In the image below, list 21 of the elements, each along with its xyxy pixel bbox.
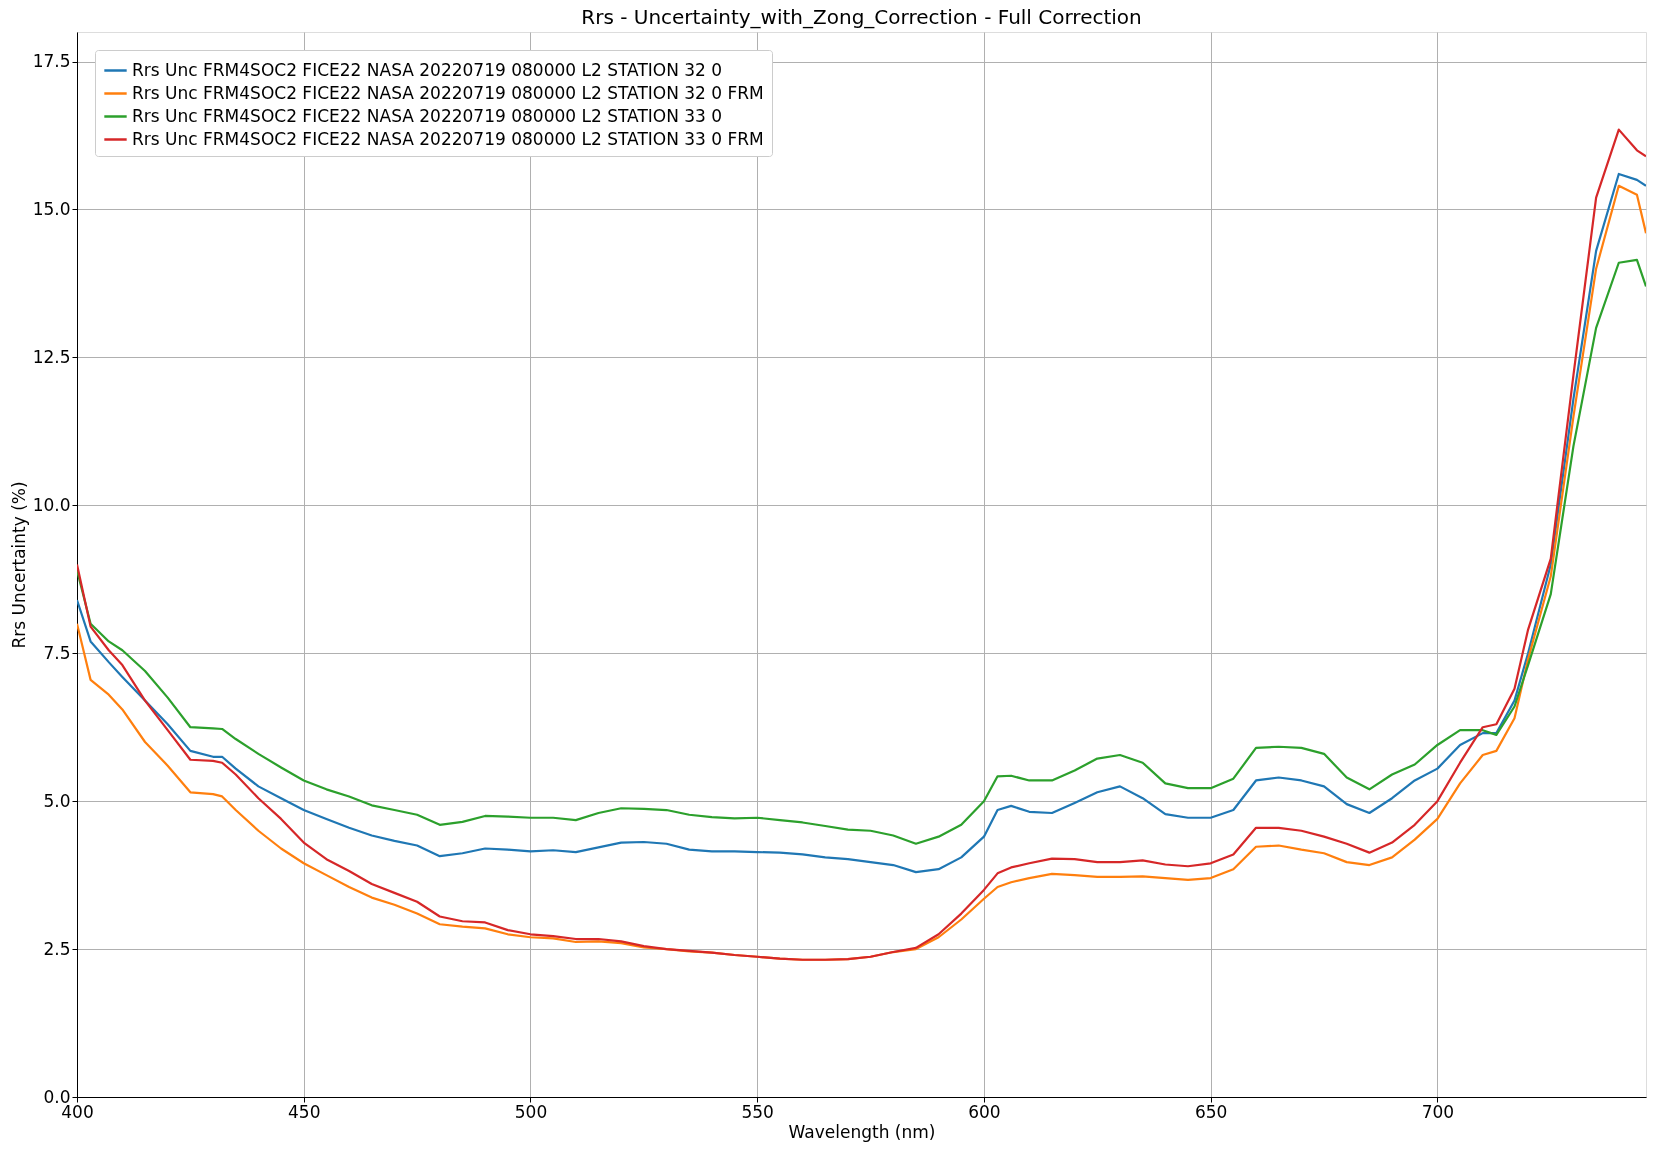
y-axis-title: Rrs Uncertainty (%) <box>8 481 29 649</box>
x-tick-label: 600 <box>968 1101 1001 1122</box>
y-tick-label: 5.0 <box>43 790 71 811</box>
y-tick-label: 12.5 <box>32 346 71 367</box>
x-axis-title: Wavelength (nm) <box>788 1121 936 1142</box>
x-tick-label: 450 <box>288 1101 321 1122</box>
y-tick-label: 2.5 <box>43 938 71 959</box>
legend-label: Rrs Unc FRM4SOC2 FICE22 NASA 20220719 080000 L2 STATION 32 0 <box>132 59 723 80</box>
x-tick-label: 650 <box>1194 1101 1228 1122</box>
y-tick-label: 10.0 <box>32 494 71 515</box>
y-tick-label: 17.5 <box>32 51 71 72</box>
line-series <box>77 258 1646 845</box>
y-tick-label: 15.0 <box>32 199 71 219</box>
chart-title: Rrs - Uncertainty_with_Zong_Correction - Full Correction <box>581 5 1142 29</box>
x-tick-label: 550 <box>741 1101 774 1122</box>
legend-label: Rrs Unc FRM4SOC2 FICE22 NASA 20220719 080000 L2 STATION 32 0 FRM <box>132 82 764 103</box>
legend-label: Rrs Unc FRM4SOC2 FICE22 NASA 20220719 080000 L2 STATION 33 0 <box>132 105 723 126</box>
y-tick-label: 7.5 <box>43 642 71 663</box>
x-tick-label: 500 <box>514 1101 548 1122</box>
legend-label: Rrs Unc FRM4SOC2 FICE22 NASA 20220719 080000 L2 STATION 33 0 FRM <box>132 128 764 149</box>
x-tick-label: 700 <box>1421 1101 1455 1122</box>
